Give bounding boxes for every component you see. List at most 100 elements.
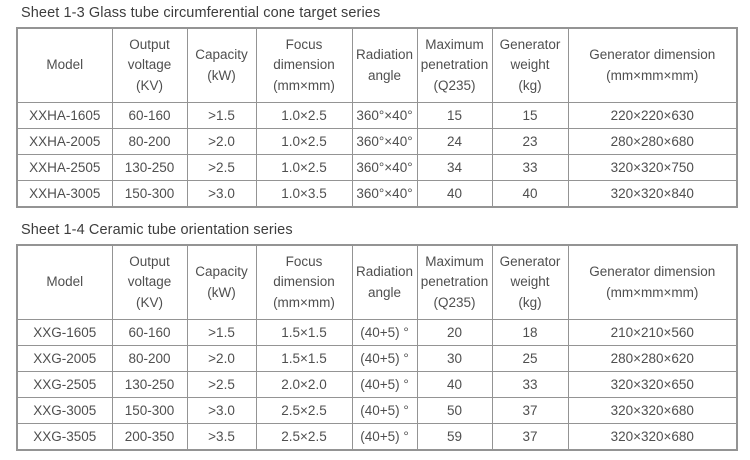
cell-focus-dimension: 1.5×1.5 [255,345,353,372]
cell-maximum-penetration: 40 [416,371,493,398]
cell-radiation-angle: 360°×40° [351,102,418,129]
cell-generator-weight: 33 [491,154,569,181]
cell-output-voltage: 60-160 [111,102,188,129]
cell-generator-dimension: 320×320×840 [567,180,738,208]
cell-generator-weight: 40 [491,180,569,208]
cell-model: XXHA-2005 [16,128,113,155]
cell-maximum-penetration: 59 [416,423,493,451]
cell-generator-weight: 23 [491,128,569,155]
cell-generator-weight: 18 [491,319,569,346]
cell-output-voltage: 80-200 [111,128,188,155]
cell-maximum-penetration: 40 [416,180,493,208]
cell-capacity: >3.0 [186,180,257,208]
cell-focus-dimension: 2.5×2.5 [255,423,353,451]
cell-generator-dimension: 210×210×560 [567,319,738,346]
cell-generator-dimension: 320×320×650 [567,371,738,398]
cell-radiation-angle: (40+5) ° [351,319,418,346]
cell-generator-weight: 37 [491,423,569,451]
cell-capacity: >2.0 [186,128,257,155]
cell-maximum-penetration: 34 [416,154,493,181]
table-row: XXHA-2505 130-250 >2.5 1.0×2.5 360°×40° … [16,154,738,181]
cell-maximum-penetration: 50 [416,397,493,424]
table-row: XXHA-1605 60-160 >1.5 1.0×2.5 360°×40° 1… [16,102,738,129]
cell-output-voltage: 130-250 [111,154,188,181]
cell-model: XXHA-2505 [16,154,113,181]
cell-model: XXG-2005 [16,345,113,372]
cell-focus-dimension: 2.0×2.0 [255,371,353,398]
sheet-1-3-table: Model Output voltage (KV) Capacity (kW) … [16,27,738,208]
cell-radiation-angle: (40+5) ° [351,423,418,451]
header-row: Model Output voltage (KV) Capacity (kW) … [16,27,738,103]
table-row: XXG-1605 60-160 >1.5 1.5×1.5 (40+5) ° 20… [16,319,738,346]
cell-generator-dimension: 320×320×680 [567,423,738,451]
header-capacity: Capacity (kW) [186,27,257,103]
table-row: XXG-2005 80-200 >2.0 1.5×1.5 (40+5) ° 30… [16,345,738,372]
table-row: XXG-3005 150-300 >3.0 2.5×2.5 (40+5) ° 5… [16,397,738,424]
cell-maximum-penetration: 15 [416,102,493,129]
header-generator-dimension: Generator dimension (mm×mm×mm) [567,244,738,320]
cell-capacity: >1.5 [186,319,257,346]
sheet-1-4-title: Sheet 1-4 Ceramic tube orientation serie… [21,222,293,238]
header-generator-weight: Generator weight (kg) [491,244,569,320]
cell-generator-weight: 37 [491,397,569,424]
cell-focus-dimension: 1.0×2.5 [255,128,353,155]
cell-focus-dimension: 1.0×2.5 [255,102,353,129]
cell-output-voltage: 150-300 [111,397,188,424]
cell-focus-dimension: 2.5×2.5 [255,397,353,424]
header-generator-dimension: Generator dimension (mm×mm×mm) [567,27,738,103]
cell-focus-dimension: 1.0×2.5 [255,154,353,181]
cell-model: XXG-1605 [16,319,113,346]
cell-capacity: >2.5 [186,154,257,181]
sheet-1-3-title: Sheet 1-3 Glass tube circumferential con… [21,5,381,21]
cell-capacity: >2.0 [186,345,257,372]
cell-generator-weight: 15 [491,102,569,129]
cell-model: XXHA-1605 [16,102,113,129]
cell-focus-dimension: 1.0×3.5 [255,180,353,208]
cell-maximum-penetration: 30 [416,345,493,372]
table-row: XXG-3505 200-350 >3.5 2.5×2.5 (40+5) ° 5… [16,423,738,451]
cell-generator-dimension: 320×320×750 [567,154,738,181]
cell-capacity: >3.0 [186,397,257,424]
cell-generator-dimension: 280×280×680 [567,128,738,155]
header-capacity: Capacity (kW) [186,244,257,320]
header-model: Model [16,27,113,103]
header-model: Model [16,244,113,320]
sheet-1-3-section: Sheet 1-3 Glass tube circumferential con… [0,5,750,208]
table-row: XXG-2505 130-250 >2.5 2.0×2.0 (40+5) ° 4… [16,371,738,398]
cell-output-voltage: 150-300 [111,180,188,208]
cell-radiation-angle: (40+5) ° [351,345,418,372]
cell-radiation-angle: 360°×40° [351,180,418,208]
header-focus-dimension: Focus dimension (mm×mm) [255,244,353,320]
cell-capacity: >3.5 [186,423,257,451]
cell-output-voltage: 200-350 [111,423,188,451]
cell-capacity: >1.5 [186,102,257,129]
cell-generator-dimension: 220×220×630 [567,102,738,129]
cell-output-voltage: 130-250 [111,371,188,398]
header-focus-dimension: Focus dimension (mm×mm) [255,27,353,103]
header-generator-weight: Generator weight (kg) [491,27,569,103]
cell-output-voltage: 60-160 [111,319,188,346]
header-radiation-angle: Radiation angle [351,27,418,103]
cell-generator-weight: 25 [491,345,569,372]
cell-model: XXG-3505 [16,423,113,451]
cell-radiation-angle: 360°×40° [351,154,418,181]
cell-model: XXG-2505 [16,371,113,398]
header-row: Model Output voltage (KV) Capacity (kW) … [16,244,738,320]
cell-capacity: >2.5 [186,371,257,398]
cell-maximum-penetration: 20 [416,319,493,346]
header-radiation-angle: Radiation angle [351,244,418,320]
cell-radiation-angle: 360°×40° [351,128,418,155]
cell-focus-dimension: 1.5×1.5 [255,319,353,346]
cell-model: XXHA-3005 [16,180,113,208]
cell-radiation-angle: (40+5) ° [351,397,418,424]
cell-output-voltage: 80-200 [111,345,188,372]
cell-model: XXG-3005 [16,397,113,424]
cell-generator-weight: 33 [491,371,569,398]
cell-radiation-angle: (40+5) ° [351,371,418,398]
cell-generator-dimension: 320×320×680 [567,397,738,424]
header-maximum-penetration: Maximum penetration (Q235) [416,244,493,320]
cell-generator-dimension: 280×280×620 [567,345,738,372]
header-output-voltage: Output voltage (KV) [111,244,188,320]
table-row: XXHA-2005 80-200 >2.0 1.0×2.5 360°×40° 2… [16,128,738,155]
